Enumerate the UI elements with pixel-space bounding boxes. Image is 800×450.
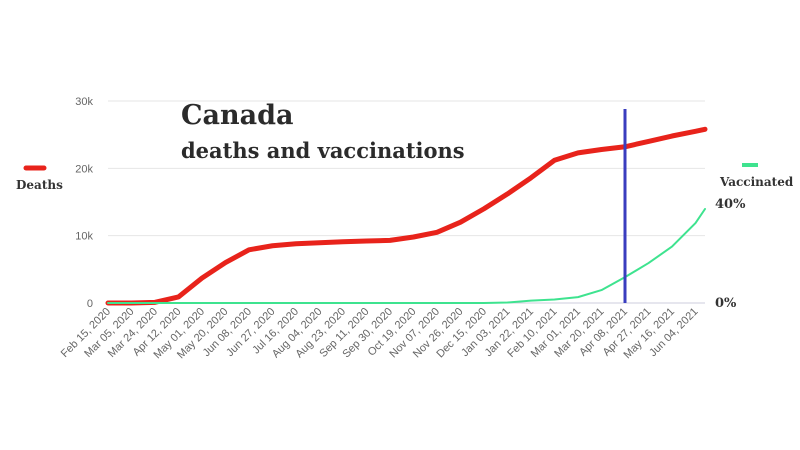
y-tick-label: 10k xyxy=(75,231,93,243)
series-line-vaccinated xyxy=(107,208,706,304)
series-line-deaths xyxy=(105,126,708,306)
legend-deaths: Deaths xyxy=(16,178,63,192)
y-tick-label: 20k xyxy=(75,163,93,175)
chart-subtitle: deaths and vaccinations xyxy=(181,138,465,163)
legend-vaccinated: Vaccinated xyxy=(720,175,794,189)
y-tick-label: 30k xyxy=(75,96,93,108)
y-tick-label: 0 xyxy=(87,298,93,310)
chart-title: Canada xyxy=(181,100,294,131)
right-axis-tick-40: 40% xyxy=(715,197,746,212)
right-axis-tick-0: 0% xyxy=(715,296,737,311)
